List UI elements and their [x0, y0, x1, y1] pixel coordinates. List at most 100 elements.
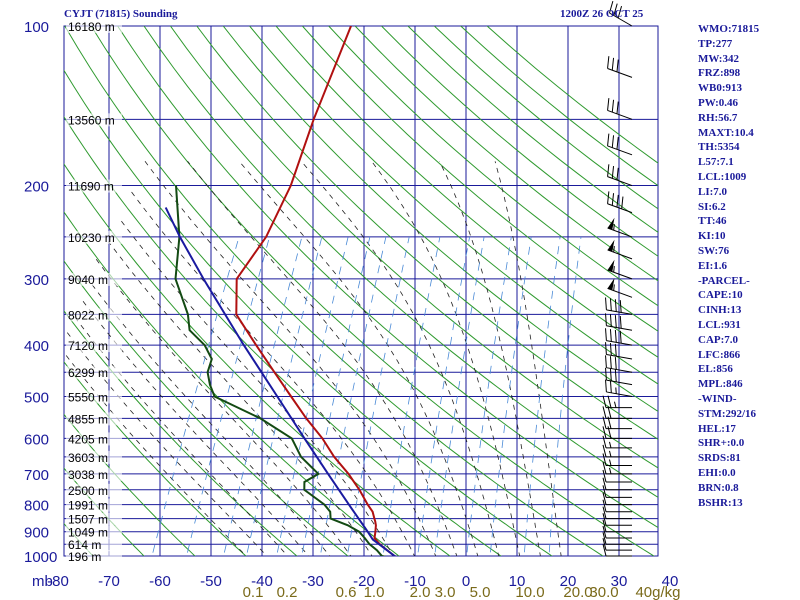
wind-barb-feather	[607, 395, 612, 408]
wind-barb-shaft	[606, 379, 633, 386]
stat-line: TP:277	[698, 37, 733, 50]
moist-adiabat-line	[301, 161, 500, 556]
stat-line: BRN:0.8	[698, 481, 739, 494]
mixing-ratio-label: 0.2	[277, 584, 298, 600]
wind-barb-shaft	[607, 287, 633, 298]
moist-adiabat-line	[494, 161, 562, 556]
wind-barb	[602, 461, 632, 475]
dry-adiabat-line	[117, 26, 658, 529]
temperature-tick-label: -20	[353, 573, 375, 590]
wind-barb-feather	[602, 525, 607, 539]
mixing-ratio-label: 2.0	[410, 584, 431, 600]
wind-barb-flag	[607, 239, 615, 252]
wind-barb-shaft	[606, 354, 633, 360]
height-label-bg	[66, 308, 122, 322]
wind-barb-feather	[609, 356, 612, 369]
stat-line: SW:76	[698, 244, 730, 257]
wind-barb-shaft	[606, 340, 633, 346]
wind-barb	[602, 538, 632, 551]
pressure-tick-label: 1000	[24, 549, 57, 566]
mixing-ratio-label: 30.0	[589, 584, 618, 600]
dry-adiabat-line	[64, 260, 349, 556]
wind-barb-feather	[602, 426, 607, 439]
wind-barb-feather	[609, 368, 612, 382]
height-label-bg	[66, 412, 122, 426]
wind-barb	[607, 278, 633, 298]
wind-barb-feather	[607, 133, 610, 146]
wind-barb	[602, 469, 632, 483]
height-label-bg	[66, 230, 122, 244]
wind-barb-shaft	[607, 109, 633, 120]
pressure-unit-label: mb	[32, 573, 53, 590]
wind-barb-feather	[602, 538, 607, 551]
wind-barb-feather	[607, 98, 610, 111]
mixing-ratio-label: 10.0	[515, 584, 544, 600]
wind-barb-shaft	[606, 391, 633, 397]
temperature-tick-label: -70	[98, 573, 120, 590]
dewpoint-profile-line	[174, 185, 387, 556]
wind-barb-flag	[607, 278, 615, 291]
height-label-bg	[66, 538, 122, 552]
wind-barb-feather	[619, 315, 622, 329]
mixing-ratio-label: 20.0	[563, 584, 592, 600]
dry-adiabat-line	[64, 115, 502, 556]
height-label-bg	[66, 20, 122, 33]
wind-barb	[607, 217, 633, 238]
stat-line: LI:7.0	[698, 185, 728, 198]
wind-barb	[605, 379, 633, 397]
wind-barb-feather	[602, 395, 607, 408]
plot-frame	[63, 25, 659, 557]
wind-barb	[602, 492, 632, 506]
wind-barb-half-feather	[613, 284, 615, 291]
temperature-tick-label: -50	[200, 573, 222, 590]
wind-barb	[602, 485, 632, 498]
moist-adiabat-line	[130, 190, 415, 556]
chart-time: 1200Z 26 OCT 25	[560, 8, 644, 20]
wind-barb-feather	[602, 444, 607, 457]
dry-adiabat-line	[0, 26, 52, 567]
wind-barb-feather	[607, 56, 610, 69]
height-label-bg	[66, 432, 122, 446]
wind-barb-feather	[609, 298, 612, 311]
pressure-tick-label: 600	[24, 431, 49, 448]
stats-panel: WMO:71815 TP:277 MW:342 FRZ:898 WB0:913 PW:0.…	[698, 22, 798, 510]
mixing-ratio-line	[382, 236, 441, 556]
wind-barb	[602, 532, 632, 545]
stat-line: -PARCEL-	[698, 274, 750, 287]
wind-barb-feather	[619, 300, 622, 313]
moist-adiabat-line	[371, 161, 521, 556]
temperature-tick-label: -60	[149, 573, 171, 590]
mixing-ratio-line	[223, 236, 303, 556]
temperature-tick-label: 20	[560, 573, 577, 590]
stat-line: SHR+:0.0	[698, 437, 745, 450]
wind-barb	[605, 342, 633, 360]
pressure-tick-label: 400	[24, 338, 49, 355]
mixing-ratio-line	[523, 236, 561, 556]
height-label: 3603 m	[68, 451, 108, 465]
wind-barb-half-feather	[614, 401, 617, 408]
stat-line: LCL:931	[698, 318, 741, 331]
stat-line: TH:5354	[698, 141, 740, 154]
wind-barb-feather	[602, 469, 607, 483]
wind-barb-shaft	[607, 176, 633, 187]
dry-adiabat-line	[222, 26, 658, 412]
wind-barb	[607, 98, 633, 120]
height-label: 11690 m	[68, 180, 114, 194]
stat-line: LCL:1009	[698, 170, 747, 183]
height-label: 3038 m	[68, 468, 108, 482]
mixing-ratio-line	[346, 236, 410, 556]
parcel-profile-line	[164, 207, 398, 556]
dry-adiabat-line	[64, 310, 298, 556]
wind-barb-shaft	[606, 325, 633, 331]
wind-barb	[602, 453, 632, 467]
wind-barb-half-feather	[609, 441, 612, 448]
height-label-bg	[66, 467, 122, 481]
pressure-tick-label: 700	[24, 467, 49, 484]
stat-line: CAPE:10	[698, 289, 743, 302]
wind-barb	[605, 313, 633, 331]
stat-line: CINH:13	[698, 304, 742, 317]
height-label: 4205 m	[68, 432, 108, 446]
dry-adiabat-line	[64, 413, 196, 556]
